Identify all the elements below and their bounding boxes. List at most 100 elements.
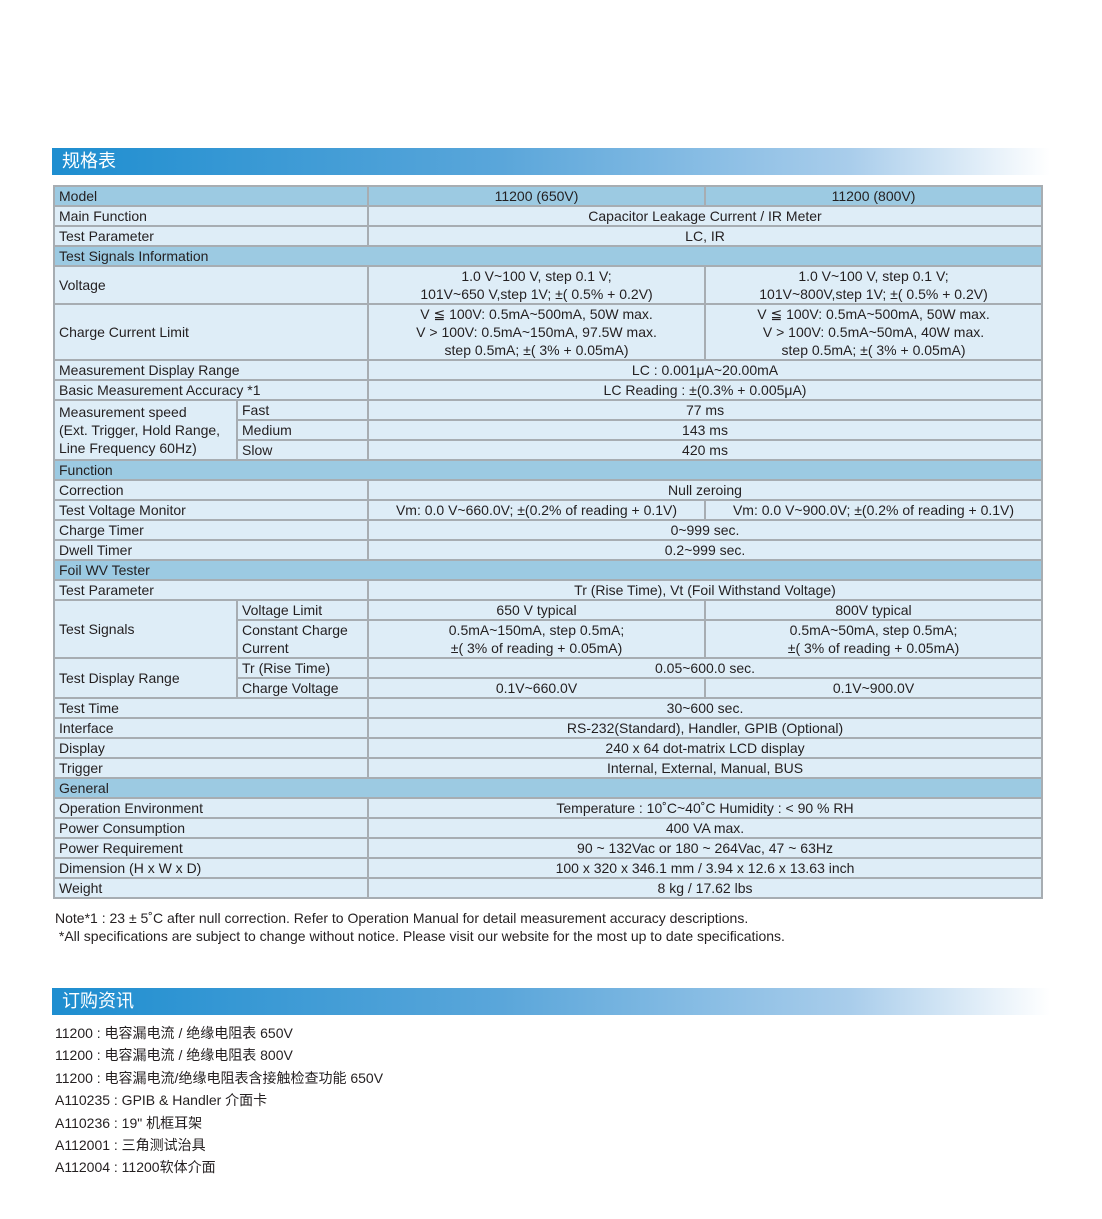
label-cell: Power Requirement bbox=[52, 837, 370, 859]
table-row: Voltage 1.0 V~100 V, step 0.1 V; 101V~650… bbox=[52, 265, 1044, 305]
table-row: Measurement speed (Ext. Trigger, Hold Ra… bbox=[53, 399, 1044, 461]
value-cell: Capacitor Leakage Current / IR Meter bbox=[367, 205, 1044, 227]
value-cell: LC, IR bbox=[367, 225, 1044, 247]
label-cell: Trigger bbox=[52, 757, 370, 779]
label-cell: Function bbox=[52, 459, 1044, 481]
section-row: General bbox=[52, 777, 1044, 799]
label-cell: Charge Timer bbox=[52, 519, 370, 541]
label-cell: Voltage bbox=[52, 265, 370, 305]
table-row: Test Parameter Tr (Rise Time), Vt (Foil W… bbox=[52, 579, 1044, 601]
label-cell: Slow bbox=[235, 439, 370, 461]
table-row: Trigger Internal, External, Manual, BUS bbox=[52, 757, 1044, 779]
value-cell: V ≦ 100V: 0.5mA~500mA, 50W max. V > 100V… bbox=[704, 303, 1044, 361]
value-cell: 800V typical bbox=[704, 599, 1044, 621]
table-row: Test Parameter LC, IR bbox=[52, 225, 1044, 247]
label-cell: Constant Charge Current bbox=[235, 619, 370, 659]
label-cell: Correction bbox=[52, 479, 370, 501]
label-cell: Test Signals Information bbox=[52, 245, 1044, 267]
value-cell: 0~999 sec. bbox=[367, 519, 1044, 541]
label-cell: Test Parameter bbox=[52, 225, 370, 247]
label-cell: Dwell Timer bbox=[52, 539, 370, 561]
table-row: Test Display Range Tr (Rise Time) 0.05~600… bbox=[53, 657, 1044, 699]
value-cell: 0.1V~660.0V bbox=[367, 677, 707, 699]
table-row: Display 240 x 64 dot-matrix LCD display bbox=[52, 737, 1044, 759]
label-cell: Charge Voltage bbox=[235, 677, 370, 699]
table-row: Basic Measurement Accuracy *1 LC Reading … bbox=[52, 379, 1044, 401]
order-list: 11200 : 电容漏电流 / 绝缘电阻表 650V 11200 : 电容漏电流… bbox=[55, 1022, 383, 1179]
label-cell: Dimension (H x W x D) bbox=[52, 857, 370, 879]
table-row: Interface RS-232(Standard), Handler, GPIB… bbox=[52, 717, 1044, 739]
value-cell: 650 V typical bbox=[367, 599, 707, 621]
value-cell: 11200 (800V) bbox=[704, 185, 1044, 207]
order-item: A112001 : 三角测试治具 bbox=[55, 1137, 206, 1154]
label-cell: Measurement Display Range bbox=[52, 359, 370, 381]
label-cell: Charge Current Limit bbox=[52, 303, 370, 361]
notes: Note*1 : 23 ± 5˚C after null correction.… bbox=[55, 909, 785, 945]
label-cell: Operation Environment bbox=[52, 797, 370, 819]
order-item: A110235 : GPIB & Handler 介面卡 bbox=[55, 1092, 268, 1109]
label-cell: Power Consumption bbox=[52, 817, 370, 839]
table-row: Main Function Capacitor Leakage Current /… bbox=[52, 205, 1044, 227]
label-cell: Test Parameter bbox=[52, 579, 370, 601]
table-row: Test Time 30~600 sec. bbox=[52, 697, 1044, 719]
section-row: Test Signals Information bbox=[52, 245, 1044, 267]
table-row: Charge Voltage 0.1V~660.0V 0.1V~900.0V bbox=[54, 677, 1044, 699]
value-cell: 30~600 sec. bbox=[367, 697, 1044, 719]
value-cell: LC : 0.001μA~20.00mA bbox=[367, 359, 1044, 381]
spec-section-header: 规格表 bbox=[52, 148, 1050, 175]
label-cell: Main Function bbox=[52, 205, 370, 227]
table-row: Power Requirement 90 ~ 132Vac or 180 ~ 26… bbox=[52, 837, 1044, 859]
value-cell: 400 VA max. bbox=[367, 817, 1044, 839]
order-item: A110236 : 19" 机框耳架 bbox=[55, 1114, 203, 1131]
label-cell: Test Signals bbox=[53, 599, 238, 659]
label-cell: Test Time bbox=[52, 697, 370, 719]
value-cell: LC Reading : ±(0.3% + 0.005μA) bbox=[367, 379, 1044, 401]
label-cell: Model bbox=[52, 185, 370, 207]
table-row: Correction Null zeroing bbox=[52, 479, 1044, 501]
header-row: Model 11200 (650V) 11200 (800V) bbox=[52, 185, 1044, 207]
table-row: Medium 143 ms bbox=[54, 419, 1044, 441]
value-cell: 8 kg / 17.62 lbs bbox=[367, 877, 1044, 899]
value-cell: 1.0 V~100 V, step 0.1 V; 101V~650 V,step… bbox=[367, 265, 707, 305]
order-item: 11200 : 电容漏电流/绝缘电阻表含接触检查功能 650V bbox=[55, 1069, 384, 1086]
value-cell: 240 x 64 dot-matrix LCD display bbox=[367, 737, 1044, 759]
value-cell: Vm: 0.0 V~900.0V; ±(0.2% of reading + 0.… bbox=[704, 499, 1044, 521]
label-cell: Display bbox=[52, 737, 370, 759]
table-row: Measurement Display Range LC : 0.001μA~20… bbox=[52, 359, 1044, 381]
value-cell: 90 ~ 132Vac or 180 ~ 264Vac, 47 ~ 63Hz bbox=[367, 837, 1044, 859]
value-cell: 77 ms bbox=[367, 399, 1044, 421]
label-cell: Voltage Limit bbox=[235, 599, 370, 621]
table-row: Dimension (H x W x D) 100 x 320 x 346.1 m… bbox=[52, 857, 1044, 879]
table-row: Charge Current Limit V ≦ 100V: 0.5mA~500m… bbox=[52, 303, 1044, 361]
value-cell: Vm: 0.0 V~660.0V; ±(0.2% of reading + 0.… bbox=[367, 499, 707, 521]
section-row: Function bbox=[52, 459, 1044, 481]
label-cell: Foil WV Tester bbox=[52, 559, 1044, 581]
table-row: Charge Timer 0~999 sec. bbox=[52, 519, 1044, 541]
value-cell: Tr (Rise Time), Vt (Foil Withstand Volta… bbox=[367, 579, 1044, 601]
table-row: Weight 8 kg / 17.62 lbs bbox=[52, 877, 1044, 899]
value-cell: 11200 (650V) bbox=[367, 185, 707, 207]
value-cell: 0.5mA~50mA, step 0.5mA; ±( 3% of reading… bbox=[704, 619, 1044, 659]
value-cell: 143 ms bbox=[367, 419, 1044, 441]
value-cell: 0.05~600.0 sec. bbox=[367, 657, 1044, 679]
value-cell: 0.1V~900.0V bbox=[704, 677, 1044, 699]
order-item: 11200 : 电容漏电流 / 绝缘电阻表 650V bbox=[55, 1025, 293, 1041]
label-cell: Test Voltage Monitor bbox=[52, 499, 370, 521]
label-cell: Interface bbox=[52, 717, 370, 739]
section-row: Foil WV Tester bbox=[52, 559, 1044, 581]
table-row: Dwell Timer 0.2~999 sec. bbox=[52, 539, 1044, 561]
label-cell: Tr (Rise Time) bbox=[235, 657, 370, 679]
label-cell: Weight bbox=[52, 877, 370, 899]
spec-table: Model 11200 (650V) 11200 (800V) Main Functi… bbox=[52, 185, 1044, 899]
label-cell: Basic Measurement Accuracy *1 bbox=[52, 379, 370, 401]
table-row: Test Voltage Monitor Vm: 0.0 V~660.0V; ±(… bbox=[52, 499, 1044, 521]
label-cell: Fast bbox=[235, 399, 370, 421]
value-cell: 1.0 V~100 V, step 0.1 V; 101V~800V,step … bbox=[704, 265, 1044, 305]
label-cell: Measurement speed (Ext. Trigger, Hold Ra… bbox=[53, 399, 238, 461]
value-cell: Null zeroing bbox=[367, 479, 1044, 501]
value-cell: Temperature : 10˚C~40˚C Humidity : < 90 … bbox=[367, 797, 1044, 819]
value-cell: Internal, External, Manual, BUS bbox=[367, 757, 1044, 779]
value-cell: V ≦ 100V: 0.5mA~500mA, 50W max. V > 100V… bbox=[367, 303, 707, 361]
order-item: A112004 : 11200软体介面 bbox=[55, 1159, 216, 1176]
